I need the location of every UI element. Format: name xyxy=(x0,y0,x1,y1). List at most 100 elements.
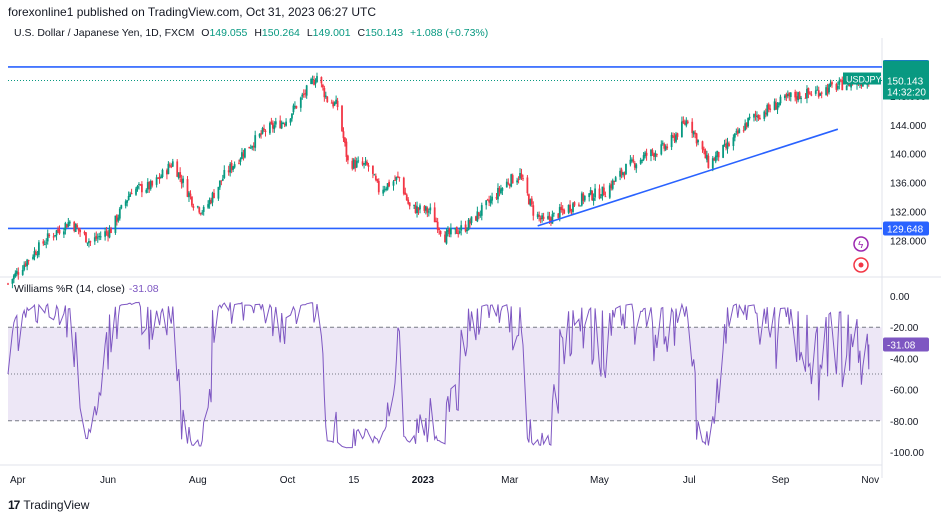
candle-body xyxy=(835,83,838,90)
candle-body xyxy=(557,213,560,218)
candle-body xyxy=(376,179,379,182)
candle-body xyxy=(511,175,514,184)
oscillator-value-badge-label: -31.08 xyxy=(887,340,916,351)
candle-body xyxy=(419,205,421,210)
oscillator-band xyxy=(8,327,882,421)
candle-body xyxy=(785,94,788,98)
price-badge xyxy=(883,73,929,100)
candle-body xyxy=(594,188,596,198)
candle-body xyxy=(241,152,243,159)
candle-body xyxy=(654,153,657,157)
candle-body xyxy=(467,219,470,231)
time-tick-label: Sep xyxy=(772,475,790,486)
level-badge-label: 129.648 xyxy=(887,224,924,235)
candle-body xyxy=(77,227,80,231)
candle-body xyxy=(304,93,307,95)
candle-body xyxy=(27,260,30,262)
candle-body xyxy=(201,212,204,214)
events-icon[interactable] xyxy=(853,257,869,273)
oscillator-tick-label: -80.00 xyxy=(890,417,919,428)
candle-body xyxy=(182,178,184,183)
candle-body xyxy=(130,193,133,195)
candle-body xyxy=(591,190,594,201)
oscillator-tick-label: 0.00 xyxy=(890,292,910,303)
candle-body xyxy=(207,204,210,208)
lightning-icon[interactable] xyxy=(853,236,869,252)
open-label: O xyxy=(201,27,210,39)
candle-body xyxy=(498,187,501,193)
price-badge-countdown: 14:32:20 xyxy=(887,88,926,99)
open-value: 149.055 xyxy=(209,27,248,39)
candle-body xyxy=(711,158,714,169)
candle-body xyxy=(63,231,65,235)
candle-body xyxy=(819,93,822,96)
candle-body xyxy=(672,135,674,137)
low-label: L xyxy=(306,27,313,39)
close-value: 150.143 xyxy=(365,27,404,39)
candle-body xyxy=(294,105,296,107)
candle-body xyxy=(330,102,333,104)
candle-body xyxy=(476,211,479,222)
candle-body xyxy=(439,231,442,235)
candle-body xyxy=(583,195,586,201)
candle-body xyxy=(828,84,830,93)
candle-body xyxy=(261,128,264,134)
candle-body xyxy=(733,133,736,138)
candle-body xyxy=(614,177,617,182)
candle-body xyxy=(464,224,467,232)
candle-body xyxy=(192,206,195,208)
candle-body xyxy=(258,133,261,137)
candle-body xyxy=(695,133,698,144)
candle-body xyxy=(836,85,839,89)
trendline[interactable] xyxy=(537,128,839,227)
candle-body xyxy=(766,105,769,116)
candle-body xyxy=(728,143,730,147)
symbol-tag-label: USDJPY xyxy=(846,75,882,85)
candle-body xyxy=(157,177,159,179)
candle-body xyxy=(713,158,716,161)
candle-body xyxy=(127,195,130,201)
candle-body xyxy=(814,90,817,94)
symbol-name: U.S. Dollar / Japanese Yen, 1D, FXCM xyxy=(14,27,195,39)
candle-body xyxy=(795,96,798,100)
candle-body xyxy=(550,218,552,223)
candle-body xyxy=(386,183,389,190)
candle-body xyxy=(841,80,844,91)
candle-body xyxy=(861,84,864,87)
candle-body xyxy=(831,82,833,85)
tradingview-logo[interactable]: 17 TradingView xyxy=(8,498,89,512)
candle-body xyxy=(675,134,677,142)
candle-body xyxy=(489,199,492,204)
lightning-icon-glyph: ϟ xyxy=(858,240,864,251)
candle-body xyxy=(361,161,364,165)
candle-body xyxy=(220,180,223,182)
candle-body xyxy=(270,121,273,124)
candle-body xyxy=(653,153,655,157)
oscillator-tick-label: -100.00 xyxy=(890,448,924,459)
candle-body xyxy=(351,160,354,169)
oscillator-tick-label: -60.00 xyxy=(890,386,919,397)
candle-body xyxy=(507,182,510,184)
candle-body xyxy=(704,150,707,159)
candle-body xyxy=(42,241,45,244)
candle-body xyxy=(438,228,441,231)
candle-body xyxy=(345,141,348,157)
candle-body xyxy=(158,176,161,180)
candle-body xyxy=(742,130,745,132)
candle-body xyxy=(601,186,604,197)
candle-body xyxy=(433,207,436,223)
candle-body xyxy=(311,78,314,80)
candle-body xyxy=(474,216,477,221)
price-tick-label: 128.000 xyxy=(890,236,927,247)
candle-body xyxy=(398,177,401,179)
candle-body xyxy=(171,161,174,167)
close-label: C xyxy=(357,27,366,39)
candle-body xyxy=(332,102,335,107)
time-tick-label: Jun xyxy=(100,475,116,486)
candle-body xyxy=(806,88,808,99)
candle-body xyxy=(676,133,679,137)
candle-body xyxy=(444,234,446,243)
candle-body xyxy=(610,184,613,189)
candle-body xyxy=(12,275,15,280)
